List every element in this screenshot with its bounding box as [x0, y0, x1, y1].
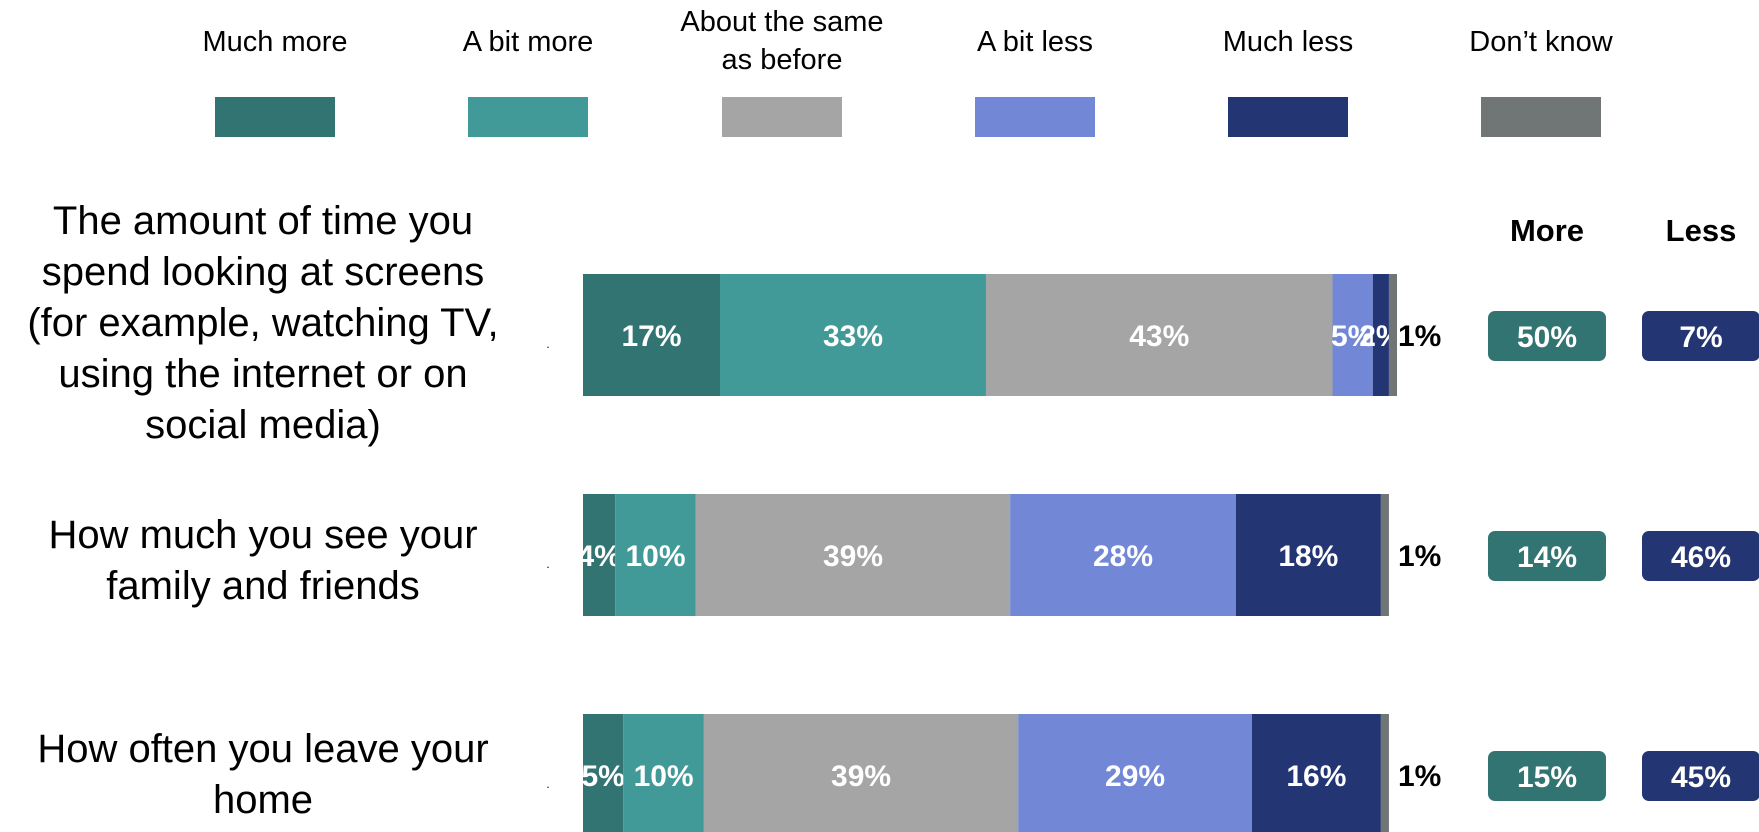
- data-label: 1%: [1398, 540, 1441, 573]
- category-label: How much you see your: [48, 513, 477, 557]
- bar-segment: [583, 274, 721, 396]
- data-label: 10%: [626, 540, 686, 573]
- data-label: 1%: [1398, 320, 1441, 353]
- axis-tick-mark: .: [546, 557, 549, 571]
- axis-tick-mark: .: [546, 777, 549, 791]
- data-label: 33%: [823, 320, 883, 353]
- summary-pill: [1488, 311, 1606, 361]
- bar-segment: [703, 714, 1019, 832]
- summary-value: 15%: [1517, 761, 1577, 794]
- data-label: 17%: [621, 320, 681, 353]
- bar-segment: [1380, 494, 1389, 616]
- data-label: 39%: [823, 540, 883, 573]
- category-label: How often you leave your: [37, 727, 488, 771]
- bar-segment: [1388, 274, 1397, 396]
- legend-swatch: [1228, 97, 1348, 137]
- summary-header: Less: [1666, 213, 1737, 248]
- data-label: 18%: [1278, 540, 1338, 573]
- bar-segment: [720, 274, 986, 396]
- summary-header: More: [1510, 213, 1584, 248]
- category-label: using the internet or on: [58, 352, 467, 396]
- axis-tick-mark: .: [546, 337, 549, 351]
- category-label: family and friends: [106, 564, 419, 608]
- summary-pill: [1488, 531, 1606, 581]
- summary-value: 50%: [1517, 321, 1577, 354]
- category-label: (for example, watching TV,: [27, 301, 498, 345]
- data-label: 16%: [1286, 760, 1346, 793]
- bar-segment: [985, 274, 1333, 396]
- legend-swatch: [722, 97, 842, 137]
- bar-segment: [1018, 714, 1252, 832]
- bar-segment: [583, 714, 624, 832]
- legend-label: A bit less: [977, 26, 1093, 58]
- data-label: 4%: [577, 540, 620, 573]
- legend-swatch: [1481, 97, 1601, 137]
- bar-segment: [1332, 274, 1373, 396]
- category-label: spend looking at screens: [42, 250, 485, 294]
- bar-segment: [615, 494, 696, 616]
- data-label: 28%: [1093, 540, 1153, 573]
- bar-segment: [1235, 494, 1381, 616]
- bar-segment: [623, 714, 704, 832]
- legend-swatch: [468, 97, 588, 137]
- bar-segment: [695, 494, 1011, 616]
- legend-label: About the same: [680, 6, 883, 38]
- summary-value: 7%: [1679, 321, 1722, 354]
- summary-value: 46%: [1671, 541, 1731, 574]
- data-label: 10%: [634, 760, 694, 793]
- legend-swatch: [215, 97, 335, 137]
- legend-swatch: [975, 97, 1095, 137]
- summary-pill: [1642, 311, 1759, 361]
- legend-label: Don’t know: [1469, 26, 1614, 58]
- data-label: 43%: [1129, 320, 1189, 353]
- category-label: The amount of time you: [53, 199, 473, 243]
- data-label: 1%: [1398, 760, 1441, 793]
- bar-segment: [1372, 274, 1389, 396]
- category-label: home: [213, 778, 313, 822]
- legend-label: A bit more: [463, 26, 594, 58]
- legend-label: as before: [722, 44, 843, 76]
- bar-segment: [583, 494, 616, 616]
- summary-value: 14%: [1517, 541, 1577, 574]
- bar-segment: [1251, 714, 1381, 832]
- bar-segment: [1010, 494, 1236, 616]
- bar-segment: [1380, 714, 1389, 832]
- summary-value: 45%: [1671, 761, 1731, 794]
- category-label: social media): [145, 403, 381, 447]
- legend-label: Much less: [1223, 26, 1354, 58]
- summary-pill: [1488, 751, 1606, 801]
- data-label: 29%: [1105, 760, 1165, 793]
- legend-label: Much more: [202, 26, 347, 58]
- summary-pill: [1642, 751, 1759, 801]
- data-label: 5%: [1331, 320, 1374, 353]
- summary-pill: [1642, 531, 1759, 581]
- data-label: 39%: [831, 760, 891, 793]
- data-label: 5%: [581, 760, 624, 793]
